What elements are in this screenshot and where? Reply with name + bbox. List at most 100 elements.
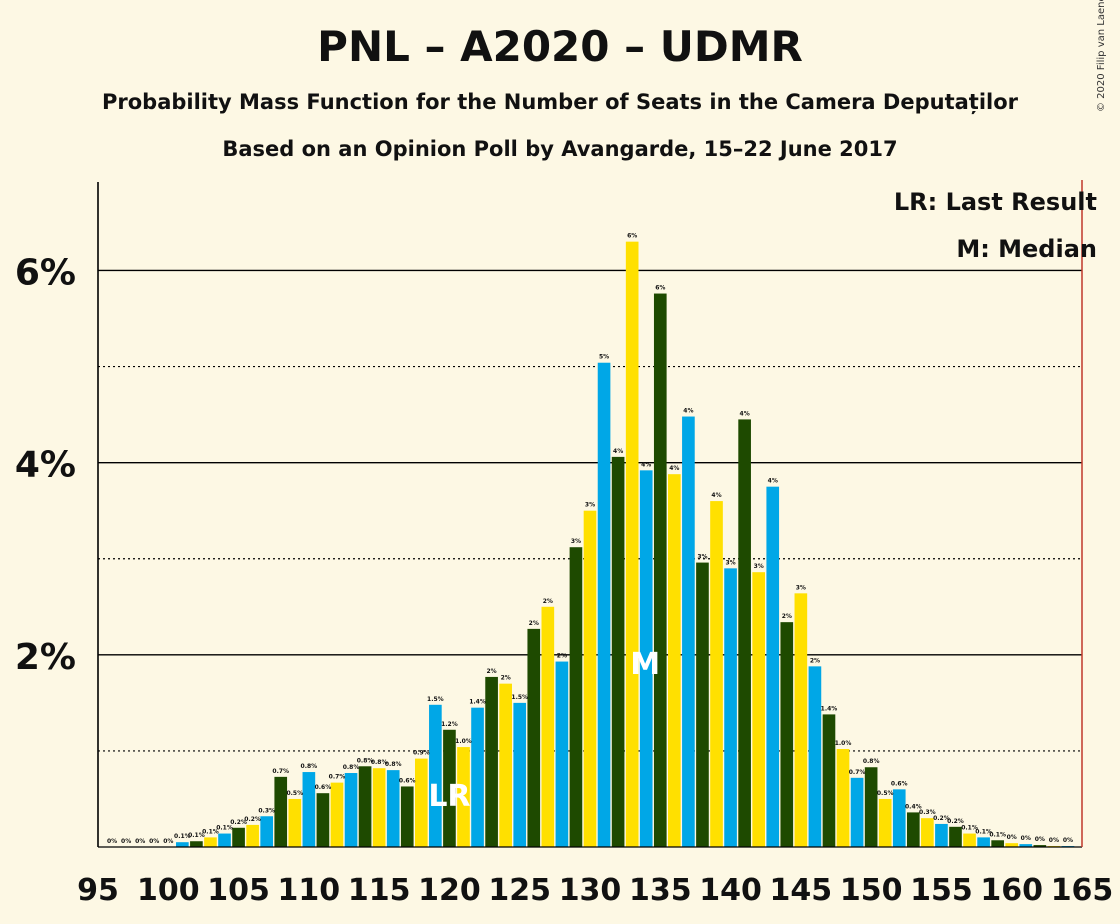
bar bbox=[836, 748, 850, 847]
x-tick-label: 150 bbox=[840, 873, 903, 908]
bar bbox=[822, 714, 836, 847]
bar bbox=[274, 776, 288, 847]
bar bbox=[850, 777, 864, 847]
x-tick-label: 160 bbox=[980, 873, 1043, 908]
bar-value-label: 0% bbox=[1063, 837, 1073, 844]
bar-value-label: 0.1% bbox=[174, 833, 191, 840]
bar-value-label: 4% bbox=[641, 461, 651, 468]
bar bbox=[372, 768, 386, 847]
bar-value-label: 2% bbox=[543, 598, 553, 605]
bar bbox=[414, 758, 428, 847]
bar-value-label: 0.4% bbox=[905, 803, 922, 810]
bar-value-label: 6% bbox=[655, 285, 665, 292]
bar-value-label: 0.8% bbox=[385, 761, 402, 768]
bar-value-label: 0.7% bbox=[849, 769, 866, 776]
bar-value-label: 0.2% bbox=[230, 819, 247, 826]
bar bbox=[808, 666, 822, 847]
bar bbox=[892, 789, 906, 847]
markers-group: M LR bbox=[428, 180, 1083, 847]
bar bbox=[752, 572, 766, 847]
bar-value-label: 0.8% bbox=[301, 763, 318, 770]
bar bbox=[921, 818, 934, 847]
bar-value-label: 0.1% bbox=[961, 825, 978, 832]
bar-value-label: 0.1% bbox=[989, 831, 1006, 838]
bar-value-label: 3% bbox=[754, 563, 764, 570]
bar-value-label: 5% bbox=[599, 354, 609, 361]
bar-value-label: 2% bbox=[557, 653, 567, 660]
x-tick-label: 145 bbox=[770, 873, 833, 908]
bar bbox=[878, 798, 892, 847]
bar-value-label: 0% bbox=[1049, 837, 1059, 844]
bar-value-label: 4% bbox=[683, 408, 693, 415]
bar-value-label: 1.2% bbox=[441, 721, 458, 728]
bar bbox=[653, 293, 667, 847]
bar bbox=[330, 782, 344, 847]
y-tick-label: 6% bbox=[15, 252, 76, 293]
bar bbox=[963, 833, 976, 847]
bar-value-label: 0% bbox=[135, 838, 145, 845]
bar-value-label: 0.7% bbox=[329, 774, 346, 781]
bar-value-label: 0.6% bbox=[891, 780, 908, 787]
bar bbox=[794, 593, 808, 847]
bar-value-label: 3% bbox=[697, 554, 707, 561]
bar-value-label: 1.5% bbox=[427, 696, 444, 703]
bar bbox=[1005, 843, 1019, 847]
bar-value-label: 0% bbox=[107, 838, 117, 845]
bar-labels-group: 0% 0% 0% 0% 0%0.1%0.1%0.1%0.1%0.2%0.2%0.3%0.… bbox=[107, 233, 1073, 845]
bar bbox=[724, 568, 737, 847]
bar bbox=[246, 824, 259, 847]
bar bbox=[527, 628, 541, 847]
bar-value-label: 0.8% bbox=[371, 759, 388, 766]
bar bbox=[710, 501, 723, 847]
bar bbox=[597, 362, 611, 847]
bar-value-label: 4% bbox=[669, 465, 679, 472]
y-tick-label: 2% bbox=[15, 637, 76, 678]
bar-value-label: 1.0% bbox=[835, 740, 852, 747]
bar-value-label: 0% bbox=[1007, 834, 1017, 841]
bar bbox=[260, 816, 274, 847]
bar bbox=[864, 767, 878, 847]
bar-value-label: 1.4% bbox=[821, 705, 838, 712]
bar-value-label: 0% bbox=[149, 838, 159, 845]
bar-value-label: 0% bbox=[1035, 836, 1045, 843]
x-tick-label: 155 bbox=[910, 873, 973, 908]
bar-value-label: 4% bbox=[613, 448, 623, 455]
x-tick-label: 105 bbox=[207, 873, 270, 908]
bar bbox=[696, 562, 709, 847]
bar bbox=[302, 772, 316, 847]
bar bbox=[232, 827, 245, 847]
bar-value-label: 0% bbox=[121, 838, 131, 845]
bar-value-label: 4% bbox=[711, 492, 721, 499]
chart-title: PNL – A2020 – UDMR bbox=[317, 22, 803, 71]
bar bbox=[443, 729, 456, 847]
median-marker: M bbox=[630, 647, 660, 682]
bar-value-label: 0.2% bbox=[947, 818, 964, 825]
legend-last-result: LR: Last Result bbox=[894, 188, 1097, 216]
x-tick-label: 135 bbox=[629, 873, 692, 908]
bar bbox=[668, 474, 681, 847]
bar-value-label: 3% bbox=[585, 502, 595, 509]
bar bbox=[499, 683, 512, 847]
bar-value-label: 0.1% bbox=[975, 828, 992, 835]
x-tick-label: 100 bbox=[137, 873, 200, 908]
bar-value-label: 0.5% bbox=[286, 790, 303, 797]
chart-subtitle-1: Probability Mass Function for the Number… bbox=[101, 90, 1018, 114]
bar bbox=[513, 702, 527, 847]
bar bbox=[429, 704, 442, 847]
last-result-marker: LR bbox=[428, 779, 470, 814]
bar-value-label: 0.1% bbox=[188, 832, 205, 839]
bar bbox=[991, 840, 1004, 847]
x-tick-label: 140 bbox=[699, 873, 762, 908]
bar-value-label: 0.5% bbox=[877, 790, 894, 797]
bar-value-label: 0.8% bbox=[343, 764, 360, 771]
bar bbox=[569, 547, 583, 847]
bar-value-label: 1.4% bbox=[469, 699, 486, 706]
bar-value-label: 3% bbox=[796, 584, 806, 591]
bar bbox=[949, 826, 962, 847]
bar-value-label: 0% bbox=[163, 838, 173, 845]
bar-value-label: 0.6% bbox=[399, 777, 416, 784]
bar bbox=[583, 510, 597, 847]
bar-value-label: 0% bbox=[1021, 835, 1031, 842]
